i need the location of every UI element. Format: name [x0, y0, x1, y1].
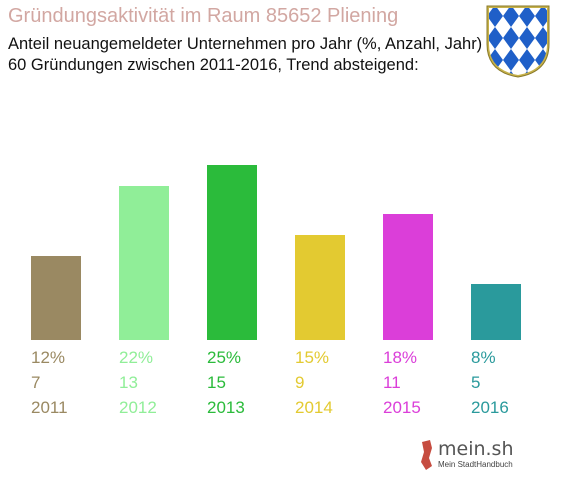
bar-2013	[207, 165, 257, 340]
count-label-2011: 7	[31, 373, 41, 392]
year-label-2013: 2013	[207, 398, 245, 417]
year-label-2012: 2012	[119, 398, 157, 417]
brand-name: mein.sh	[438, 438, 514, 460]
percent-label-2016: 8%	[471, 348, 496, 367]
bar-2014	[295, 235, 345, 340]
bar-2012	[119, 186, 169, 340]
chart-subtitle: Anteil neuangemeldeter Unternehmen pro J…	[8, 35, 483, 53]
percent-label-2012: 22%	[119, 348, 154, 367]
percent-label-2013: 25%	[207, 348, 242, 367]
bar-2016	[471, 284, 521, 340]
brand-tagline: Mein StadtHandbuch	[438, 460, 513, 469]
mein-sh-logo	[421, 440, 432, 470]
year-label-2014: 2014	[295, 398, 333, 417]
count-label-2014: 9	[295, 373, 305, 392]
count-label-2013: 15	[207, 373, 226, 392]
bavarian-lozenge-crest-icon	[486, 5, 550, 78]
chart-title: Gründungsaktivität im Raum 85652 Plienin…	[8, 5, 399, 27]
count-label-2016: 5	[471, 373, 481, 392]
year-label-2011: 2011	[31, 398, 68, 417]
year-label-2016: 2016	[471, 398, 509, 417]
bar-2015	[383, 214, 433, 340]
bar-2011	[31, 256, 81, 340]
year-label-2015: 2015	[383, 398, 421, 417]
percent-label-2011: 12%	[31, 348, 66, 367]
percent-label-2015: 18%	[383, 348, 418, 367]
percent-label-2014: 15%	[295, 348, 330, 367]
chart-summary: 60 Gründungen zwischen 2011-2016, Trend …	[8, 56, 419, 74]
count-label-2015: 11	[383, 373, 401, 392]
count-label-2012: 13	[119, 373, 138, 392]
